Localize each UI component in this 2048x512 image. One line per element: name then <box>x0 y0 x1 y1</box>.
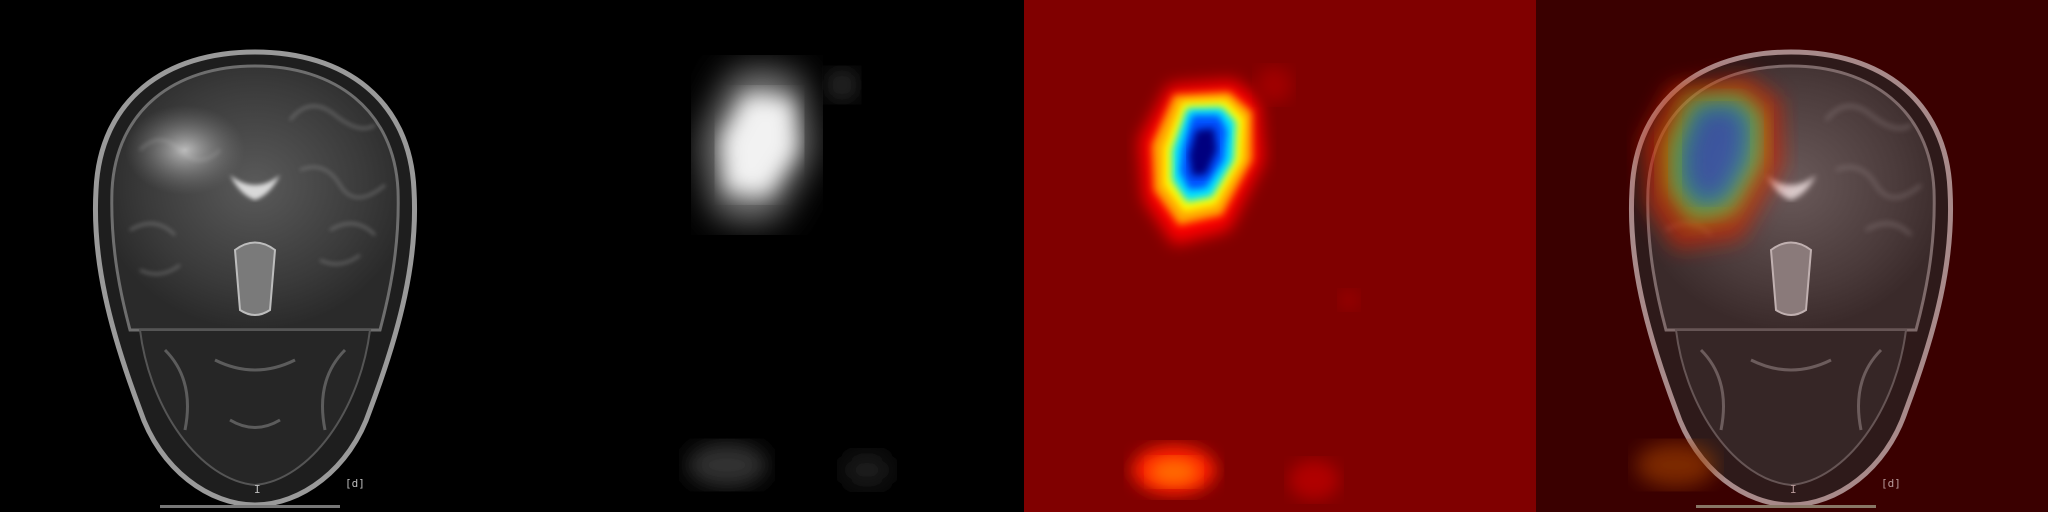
activation-jet-panel <box>1024 0 1536 512</box>
activation-grayscale-panel <box>512 0 1024 512</box>
heatmap-overlay-image <box>1536 0 2048 512</box>
mri-original-panel: [d] I <box>0 0 512 512</box>
slice-marker: I <box>1790 483 1797 496</box>
activation-jet-heatmap <box>1024 0 1536 512</box>
orientation-tag: [d] <box>1881 477 1901 490</box>
activation-grayscale-map <box>512 0 1024 512</box>
slice-marker: I <box>254 483 261 496</box>
orientation-tag: [d] <box>345 477 365 490</box>
heatmap-overlay-panel: [d] I <box>1536 0 2048 512</box>
mri-coronal-image <box>0 0 512 512</box>
